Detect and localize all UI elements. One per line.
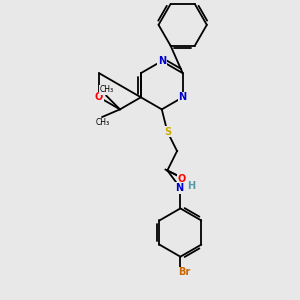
Text: O: O: [95, 92, 103, 102]
Text: N: N: [175, 183, 183, 193]
Text: H: H: [188, 182, 196, 191]
Text: O: O: [178, 174, 186, 184]
Text: CH₃: CH₃: [99, 85, 113, 94]
Text: CH₃: CH₃: [95, 118, 109, 127]
Text: S: S: [164, 127, 171, 136]
Text: N: N: [158, 56, 166, 66]
Text: Br: Br: [178, 267, 190, 278]
Text: N: N: [178, 92, 187, 102]
